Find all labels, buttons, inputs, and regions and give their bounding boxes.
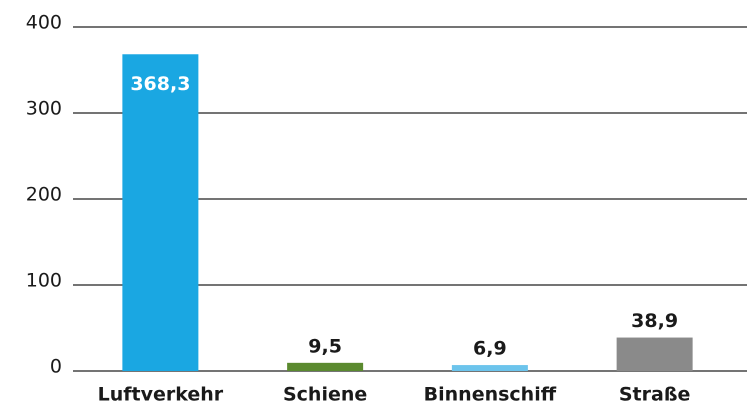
x-tick-label: Luftverkehr [98, 384, 224, 406]
value-label: 9,5 [308, 335, 342, 357]
y-tick-label: 400 [26, 12, 62, 34]
y-tick-label: 200 [26, 184, 62, 206]
value-label: 368,3 [130, 73, 190, 95]
value-label: 6,9 [473, 338, 507, 360]
bar [122, 54, 199, 372]
y-tick-label: 100 [26, 270, 62, 292]
y-tick-label: 0 [50, 356, 62, 378]
bar [616, 337, 693, 371]
bar [451, 365, 528, 371]
x-tick-label: Straße [619, 384, 691, 406]
bar [287, 362, 364, 371]
value-label: 38,9 [631, 310, 678, 332]
y-tick-label: 300 [26, 98, 62, 120]
x-tick-label: Binnenschiff [424, 384, 557, 406]
x-tick-label: Schiene [283, 384, 367, 406]
